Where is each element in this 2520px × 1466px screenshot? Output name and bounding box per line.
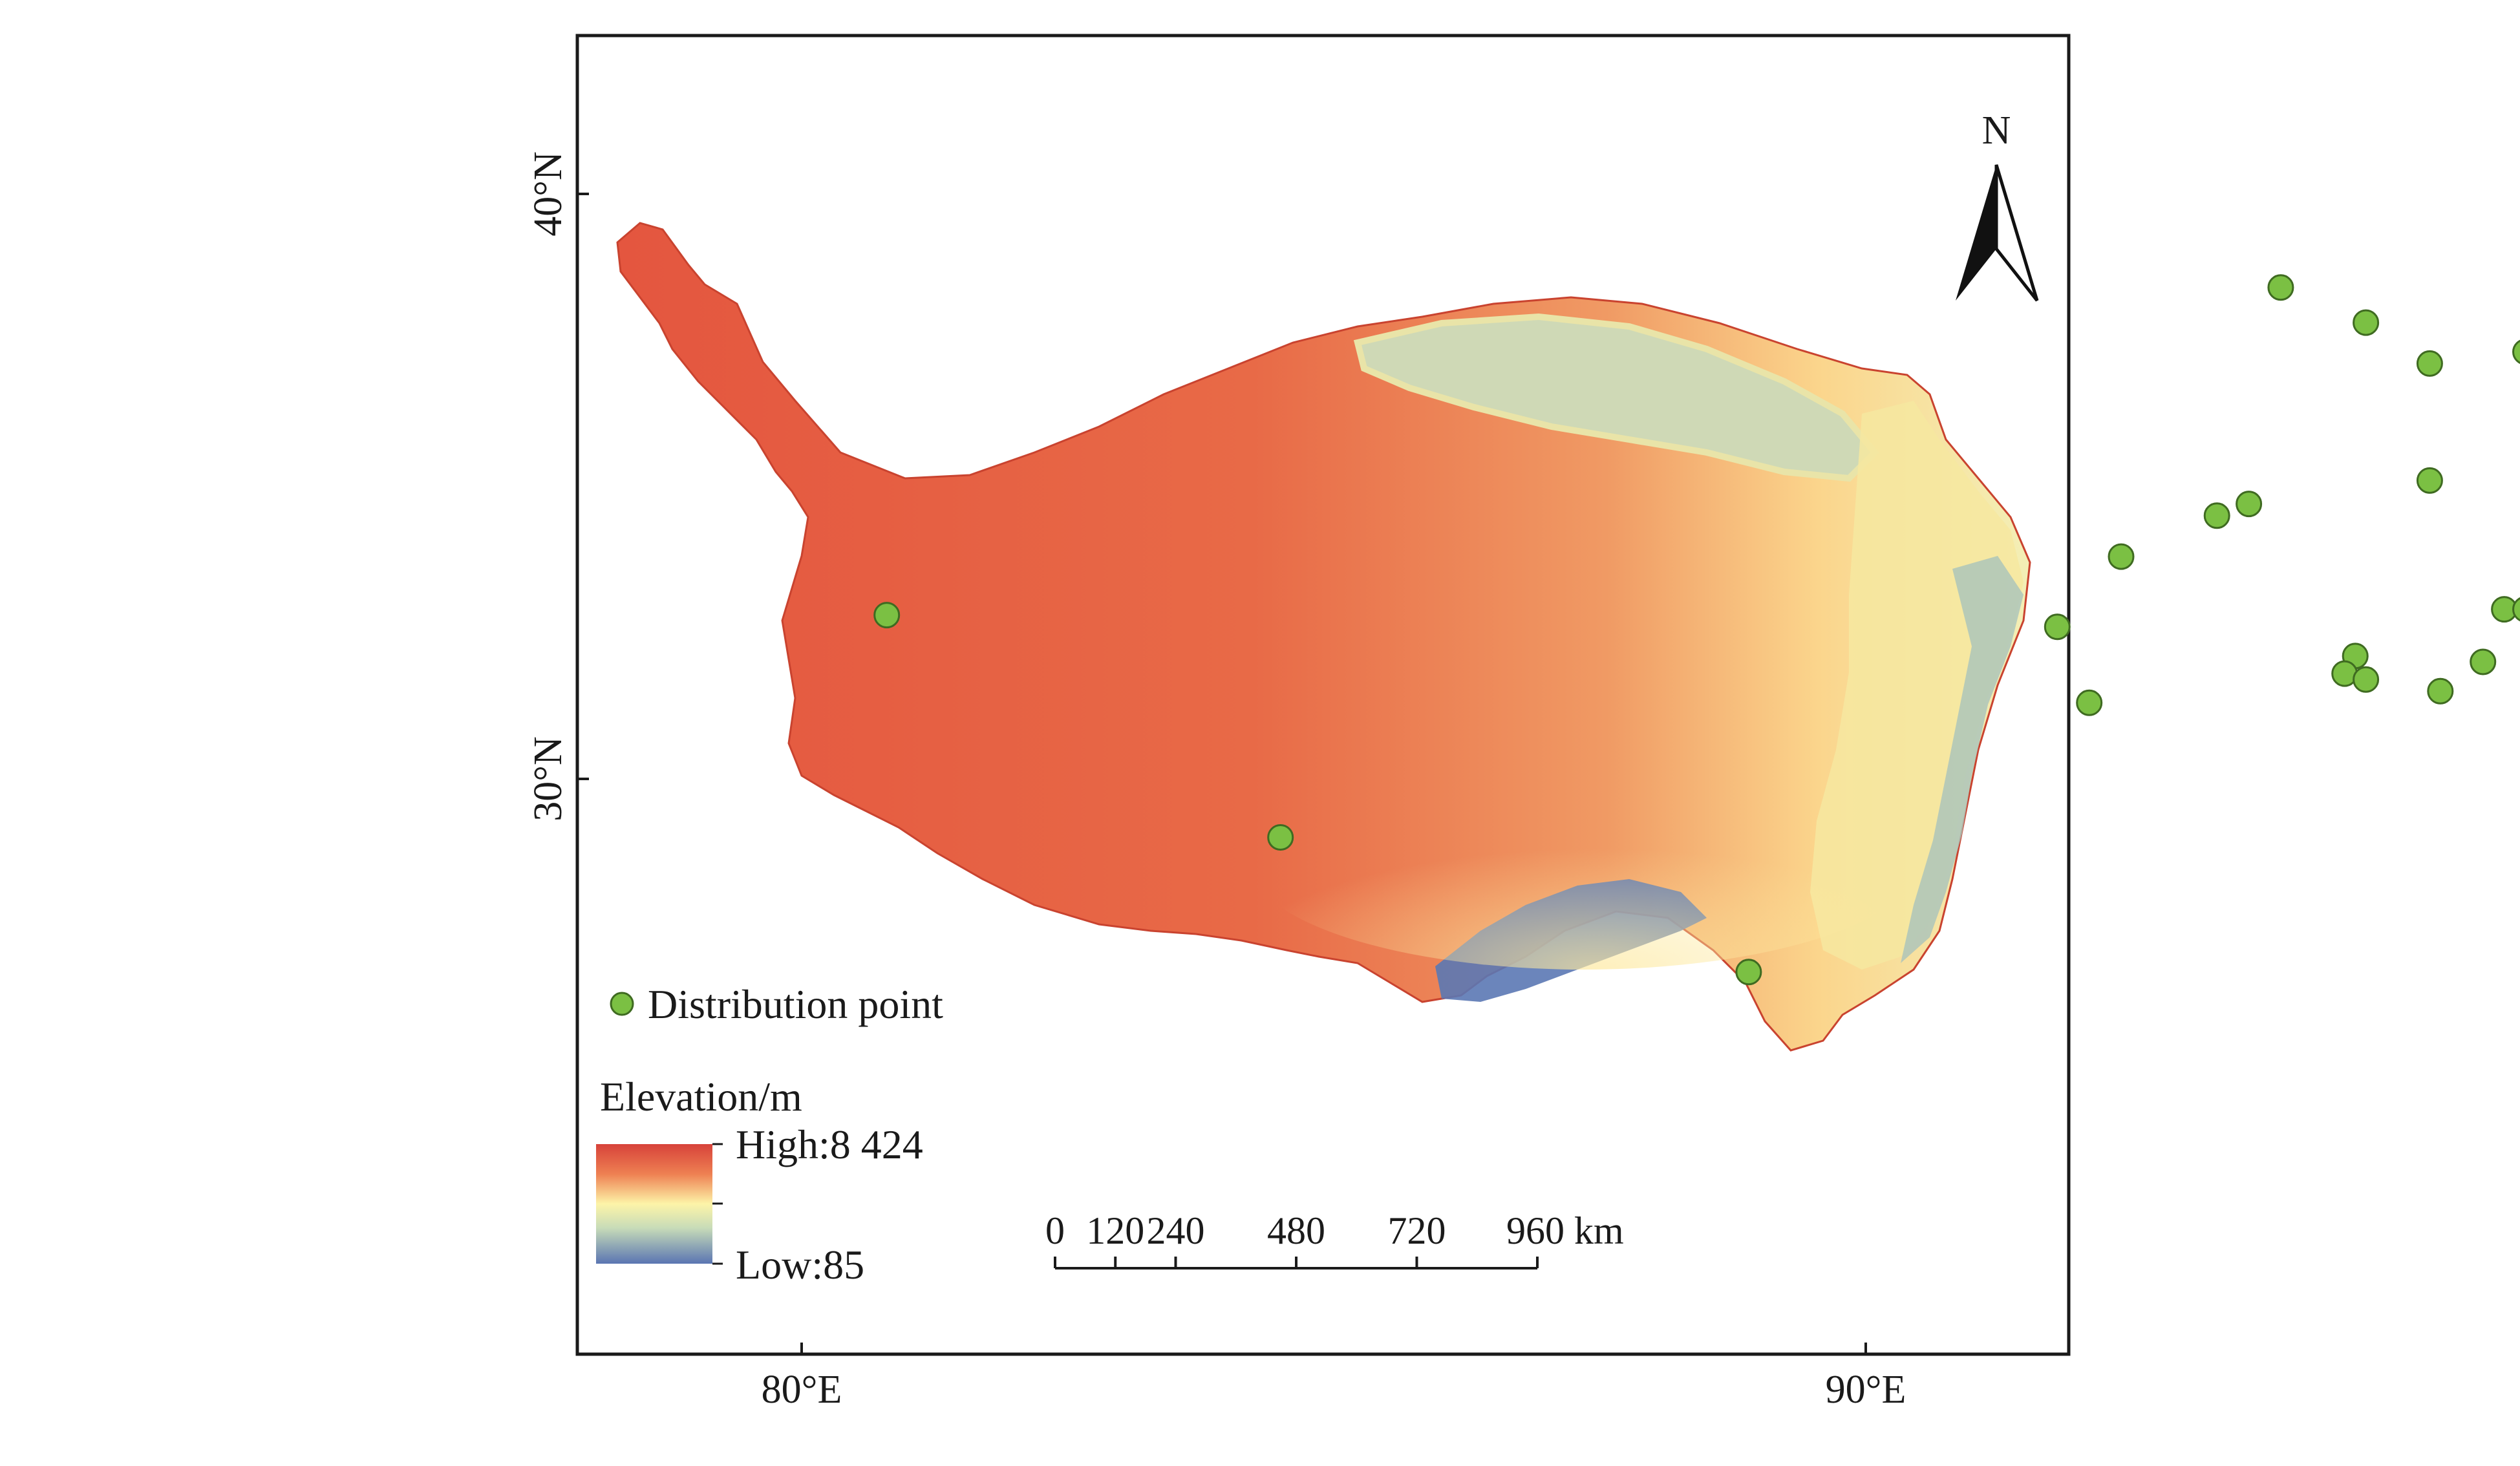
- distribution-point: [2236, 491, 2263, 518]
- distribution-point: [2353, 666, 2380, 693]
- distribution-point: [873, 602, 901, 629]
- legend-elevation: Elevation/m High:8 424 Low:85: [596, 1074, 923, 1288]
- legend-point: Distribution point: [610, 981, 943, 1027]
- distribution-point: [2416, 350, 2443, 377]
- scale-bar: 0 120 240 480 720 960 km: [1045, 1209, 1624, 1269]
- distribution-point: [2108, 543, 2135, 570]
- scale-bar-label: 720: [1388, 1209, 1446, 1252]
- eastern-blue-valleys: [1901, 556, 2023, 963]
- legend-elevation-ramp: [596, 1144, 712, 1264]
- plateau-region: [616, 222, 2031, 1052]
- north-arrow-right: [1994, 164, 2039, 302]
- lon-tick-label-1: 90°E: [1826, 1368, 1906, 1412]
- scale-bar-label: 120: [1086, 1209, 1144, 1252]
- legend-low-label: Low:85: [736, 1242, 864, 1288]
- distribution-point: [2353, 309, 2380, 336]
- lon-tick-label-0: 80°E: [762, 1368, 842, 1412]
- legend-point-marker: [610, 992, 634, 1016]
- distribution-point: [1735, 959, 1762, 986]
- legend-point-label: Distribution point: [648, 981, 943, 1027]
- distribution-point: [2416, 467, 2443, 494]
- scale-bar-label: 0: [1045, 1209, 1065, 1252]
- distribution-point: [2470, 648, 2497, 675]
- southern-foothill-shading: [1248, 750, 1920, 970]
- map-axes: 80°E90°E100°E40°N30°N: [526, 151, 1906, 1412]
- lat-tick-label-1: 30°N: [526, 736, 570, 822]
- distribution-point: [2427, 677, 2454, 705]
- distribution-point: [2512, 597, 2520, 622]
- distribution-point: [2076, 689, 2103, 716]
- north-arrow-left: [1956, 165, 1996, 301]
- legend-elevation-title: Elevation/m: [600, 1074, 802, 1120]
- distribution-point: [1267, 824, 1294, 851]
- scale-bar-label: 960 km: [1506, 1209, 1624, 1252]
- qaidam-basin: [1353, 313, 1879, 482]
- distribution-point: [2512, 339, 2520, 365]
- scale-bar-label: 480: [1267, 1209, 1325, 1252]
- lat-tick-label-0: 40°N: [526, 151, 570, 237]
- scale-bar-label: 240: [1147, 1209, 1205, 1252]
- legend-high-label: High:8 424: [736, 1121, 923, 1167]
- distribution-point: [2267, 274, 2294, 301]
- distribution-points: [873, 274, 2520, 986]
- distribution-point: [2203, 502, 2230, 529]
- north-arrow: N: [1956, 109, 2039, 302]
- north-label: N: [1982, 109, 2011, 153]
- distribution-point: [2044, 613, 2071, 641]
